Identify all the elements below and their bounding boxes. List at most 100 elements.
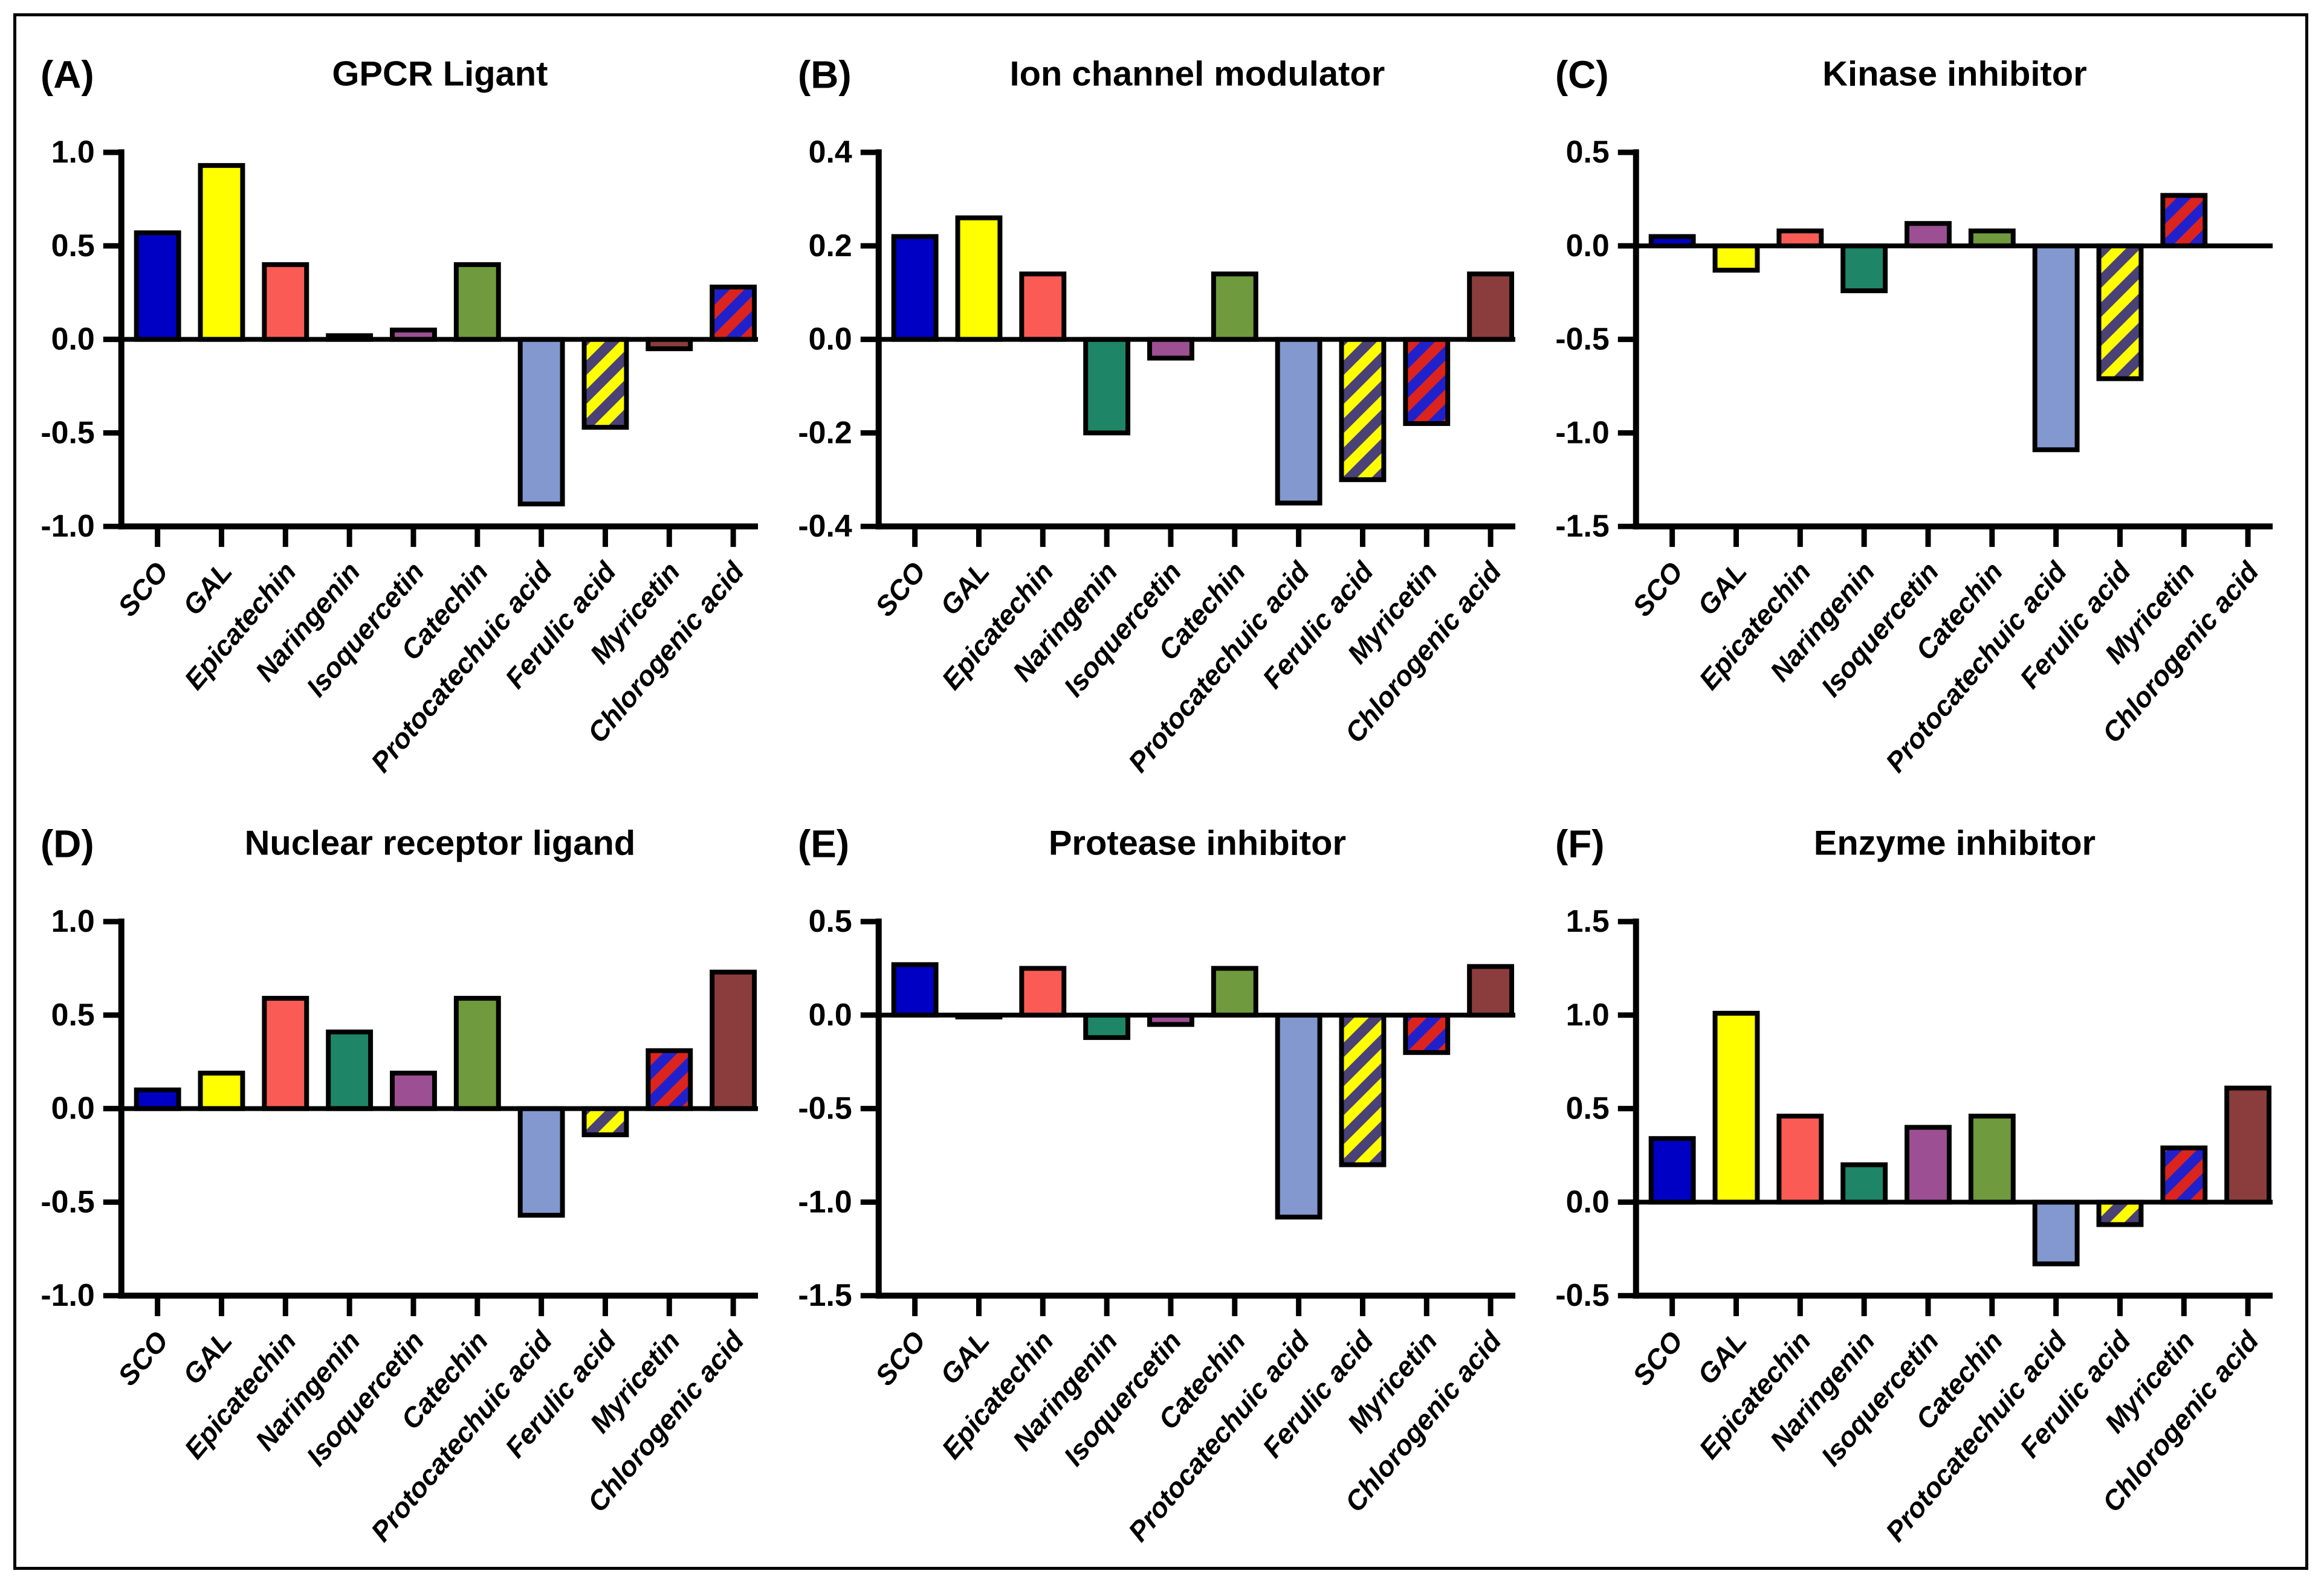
- bar-sco: [891, 962, 939, 1018]
- y-tick-label: 0.5: [1566, 1091, 1610, 1126]
- bar-protocatechuic-acid: [2032, 243, 2080, 453]
- bar-catechin: [453, 262, 501, 342]
- panel-f-chart: (F) Enzyme inhibitor 1.5 1.0 0.5 0.0 -0.5 SCO…: [1555, 822, 2273, 1548]
- y-tick-label: 1.0: [1566, 998, 1610, 1033]
- bar-catechin: [1968, 228, 2016, 248]
- y-tick-label: 0.0: [51, 322, 95, 357]
- bar-gal: [1712, 243, 1760, 273]
- panel-title: Nuclear receptor ligand: [245, 824, 636, 862]
- bar-sco: [1648, 1136, 1696, 1205]
- y-tick-label: -0.4: [798, 509, 852, 544]
- panel-letter: (D): [40, 822, 94, 865]
- y-tick-label: -1.5: [798, 1278, 852, 1313]
- y-tick-label: -0.5: [40, 1184, 94, 1219]
- bar-myricetin: [646, 1048, 693, 1111]
- bar-sco: [134, 230, 181, 342]
- panel-letter: (C): [1555, 53, 1609, 96]
- y-tick-label: -1.5: [1555, 509, 1609, 544]
- x-tick-label-sco: SCO: [1626, 556, 1689, 622]
- panel-d: (D) Nuclear receptor ligand 1.0 0.5 0.0 -0.…: [25, 792, 782, 1561]
- panel-title: Kinase inhibitor: [1822, 54, 2086, 93]
- bar-catechin: [1968, 1114, 2016, 1205]
- panel-f: (F) Enzyme inhibitor 1.5 1.0 0.5 0.0 -0.5 SCO…: [1539, 792, 2297, 1561]
- bar-epicatechin: [262, 996, 309, 1111]
- y-tick-label: -0.5: [798, 1091, 852, 1126]
- bar-chlorogenic-acid: [2224, 1085, 2272, 1205]
- y-tick-label: -0.5: [1555, 1278, 1609, 1313]
- y-tick-label: -1.0: [798, 1184, 852, 1219]
- bar-chlorogenic-acid: [710, 285, 757, 342]
- y-tick-label: 0.0: [809, 998, 852, 1033]
- panel-title: Ion channel modulator: [1010, 54, 1385, 93]
- bar-chlorogenic-acid: [1467, 271, 1515, 342]
- bar-protocatechuic-acid: [517, 1106, 565, 1218]
- panel-letter: (B): [798, 53, 852, 96]
- y-tick-label: -0.5: [40, 415, 94, 450]
- x-tick-label-sco: SCO: [111, 556, 174, 622]
- panel-a: (A) GPCR Ligant 1.0 0.5 0.0 -0.5 -1.0 SCO GAL E…: [25, 22, 782, 792]
- panel-letter: (F): [1555, 822, 1605, 865]
- bar-chlorogenic-acid: [710, 969, 757, 1111]
- y-tick-label: -0.5: [1555, 322, 1609, 357]
- bar-naringenin: [1083, 1012, 1131, 1041]
- y-tick-label: 0.0: [1566, 228, 1610, 263]
- panel-title: GPCR Ligant: [332, 54, 548, 93]
- bar-sco: [891, 234, 939, 342]
- x-tick-label-gal: GAL: [176, 556, 238, 621]
- bar-epicatechin: [1776, 1114, 1824, 1205]
- bar-catechin: [1211, 966, 1258, 1018]
- bar-catechin: [1211, 271, 1258, 342]
- bar-isoquercetin: [1905, 221, 1952, 248]
- bar-catechin: [453, 996, 501, 1111]
- y-tick-label: -1.0: [40, 1278, 94, 1313]
- bar-myricetin: [2160, 1145, 2208, 1205]
- bar-myricetin: [1403, 1012, 1451, 1055]
- panel-b: (B) Ion channel modulator 0.4 0.2 0.0 -0.2 -…: [782, 22, 1539, 792]
- panel-c: (C) Kinase inhibitor 0.5 0.0 -0.5 -1.0 -1.5 S…: [1539, 22, 2297, 792]
- x-tick-label-gal: GAL: [1691, 1325, 1753, 1390]
- bar-naringenin: [326, 1029, 374, 1111]
- panel-c-chart: (C) Kinase inhibitor 0.5 0.0 -0.5 -1.0 -1.5 S…: [1555, 53, 2273, 778]
- y-tick-label: 1.0: [51, 904, 95, 939]
- bar-protocatechuic-acid: [2032, 1199, 2080, 1267]
- bar-isoquercetin: [390, 1070, 437, 1111]
- bar-ferulic-acid: [581, 337, 629, 430]
- bar-epicatechin: [1019, 966, 1067, 1018]
- bar-isoquercetin: [1905, 1125, 1952, 1205]
- bar-isoquercetin: [1147, 337, 1194, 361]
- y-tick-label: 0.2: [809, 228, 852, 263]
- y-tick-label: -0.2: [798, 415, 852, 450]
- figure-frame: (A) GPCR Ligant 1.0 0.5 0.0 -0.5 -1.0 SCO GAL E…: [13, 13, 2308, 1570]
- bar-ferulic-acid: [2096, 1199, 2144, 1227]
- panel-d-chart: (D) Nuclear receptor ligand 1.0 0.5 0.0 -0.…: [40, 822, 759, 1548]
- y-tick-label: 0.0: [1566, 1184, 1610, 1219]
- bar-ferulic-acid: [581, 1106, 629, 1138]
- bar-epicatechin: [262, 262, 309, 342]
- y-tick-label: 0.5: [51, 228, 95, 263]
- bar-gal: [198, 163, 245, 342]
- y-tick-label: 0.0: [809, 322, 852, 357]
- bar-gal: [198, 1070, 245, 1111]
- bar-epicatechin: [1019, 271, 1067, 342]
- panel-letter: (E): [798, 822, 849, 865]
- bar-sco: [134, 1087, 181, 1111]
- bar-gal: [1712, 1010, 1760, 1205]
- bar-gal: [955, 215, 1003, 342]
- bar-ferulic-acid: [1339, 1012, 1387, 1167]
- bar-myricetin: [1403, 337, 1451, 426]
- bar-ferulic-acid: [1339, 337, 1387, 482]
- bar-naringenin: [1083, 337, 1131, 436]
- y-tick-label: 0.4: [809, 135, 852, 170]
- y-tick-label: -1.0: [40, 509, 94, 544]
- panel-b-chart: (B) Ion channel modulator 0.4 0.2 0.0 -0.2 -…: [798, 53, 1516, 778]
- y-tick-label: 1.5: [1566, 904, 1610, 939]
- x-tick-label-sco: SCO: [1626, 1325, 1689, 1392]
- y-tick-label: 0.5: [809, 904, 852, 939]
- panel-title: Enzyme inhibitor: [1814, 824, 2096, 862]
- bar-protocatechuic-acid: [517, 337, 565, 507]
- x-tick-label-sco: SCO: [869, 1325, 931, 1392]
- x-tick-label-gal: GAL: [1691, 556, 1753, 621]
- x-tick-label-sco: SCO: [869, 556, 931, 622]
